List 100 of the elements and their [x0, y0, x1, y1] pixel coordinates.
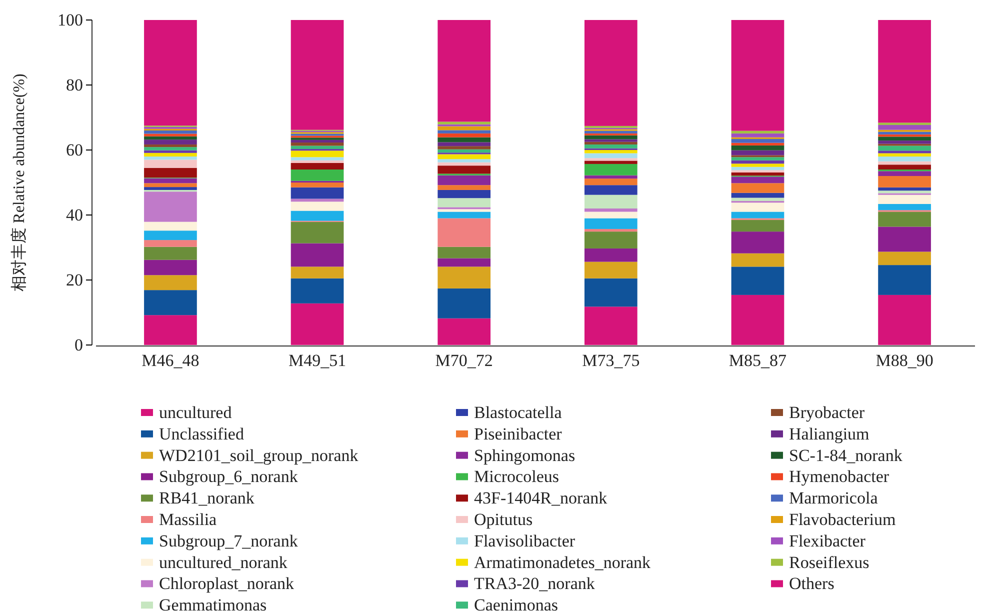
bar [438, 175, 491, 186]
bar [438, 166, 491, 174]
legend-label: SC-1-84_norank [789, 446, 903, 465]
bar [878, 190, 931, 194]
bar [290, 20, 344, 130]
bar [878, 212, 931, 227]
bar [438, 318, 491, 345]
bar [878, 194, 931, 204]
x-tick-label: M88_90 [876, 351, 934, 370]
bar [438, 218, 491, 247]
bar [584, 175, 638, 179]
bar [144, 192, 197, 222]
x-tick-label: M70_72 [435, 351, 493, 370]
bar [144, 183, 197, 188]
legend-label: Microcoleus [474, 467, 559, 486]
bar [438, 149, 491, 153]
bar [290, 210, 344, 221]
bar [731, 145, 784, 150]
bar [584, 262, 638, 278]
legend-label: Hymenobacter [789, 467, 890, 486]
bar [584, 212, 638, 218]
bar [584, 208, 638, 212]
bar [144, 290, 197, 316]
bar [438, 137, 491, 142]
bar [878, 140, 931, 144]
bar [144, 140, 197, 144]
bar [438, 122, 491, 124]
bar [438, 185, 491, 190]
bar [144, 20, 197, 126]
bar [878, 132, 931, 134]
bar [731, 164, 784, 167]
bar [731, 253, 784, 267]
bar [878, 20, 931, 123]
bar [584, 160, 638, 164]
bar [144, 275, 197, 290]
bar [438, 209, 491, 212]
legend-label: Flavisolibacter [474, 531, 576, 550]
bar [878, 265, 931, 295]
bar [584, 278, 638, 307]
bar [438, 146, 491, 150]
bar [290, 160, 344, 163]
bar [144, 315, 197, 345]
y-tick-label: 80 [66, 75, 83, 94]
bar [144, 136, 197, 140]
legend-label: Unclassified [159, 424, 244, 444]
legend-label: RB41_norank [159, 488, 255, 508]
bar [584, 144, 638, 148]
y-tick-label: 0 [74, 335, 83, 354]
bar [731, 202, 784, 212]
x-tick-label: M85_87 [728, 351, 788, 370]
bar [584, 306, 638, 345]
legend-label: Haliangium [789, 424, 870, 444]
x-tick-label: M46_48 [142, 351, 200, 370]
bar [731, 172, 784, 176]
legend-label: Flavobacterium [789, 510, 896, 529]
bar [584, 139, 638, 142]
x-tick-label: M49_51 [288, 351, 346, 370]
bar [878, 150, 931, 154]
bar [731, 220, 784, 232]
bar [731, 212, 784, 218]
legend-label: Chloroplast_norank [159, 574, 295, 594]
bar [290, 150, 344, 158]
bar [878, 161, 931, 165]
legend-label: Bryobacter [789, 403, 865, 422]
bar [438, 288, 491, 318]
bar [290, 222, 344, 244]
legend-label: Roseiflexus [789, 552, 870, 572]
legend-label: uncultured [159, 403, 232, 422]
bar [290, 182, 344, 188]
bar [438, 198, 491, 208]
y-tick-label: 20 [66, 270, 83, 290]
bar [731, 192, 784, 198]
bar [731, 166, 784, 170]
bar [144, 222, 197, 231]
bar [144, 134, 197, 136]
bar [438, 258, 491, 267]
bar [144, 150, 197, 153]
bar [290, 266, 344, 278]
bar [584, 185, 638, 195]
legend-label: Armatimonadetes_norank [474, 552, 652, 572]
bar [144, 260, 197, 276]
bar [438, 266, 491, 288]
legend-label: 43F-1404R_norank [474, 488, 608, 508]
bar [438, 142, 491, 146]
legend-label: WD2101_soil_group_norank [159, 446, 359, 465]
legend-label: Subgroup_7_norank [159, 531, 298, 550]
bar [290, 187, 344, 199]
bar [438, 212, 491, 218]
legend-label: uncultured_norank [159, 552, 288, 572]
legend-label: Subgroup_6_norank [159, 467, 298, 486]
bar [731, 130, 784, 134]
bar [731, 142, 784, 146]
bar [290, 163, 344, 170]
legend-label: Opitutus [474, 510, 533, 529]
bar [878, 164, 931, 170]
bar [878, 171, 931, 176]
bar [144, 246, 197, 260]
bar [584, 248, 638, 262]
bar [584, 228, 638, 232]
bar [584, 142, 638, 144]
